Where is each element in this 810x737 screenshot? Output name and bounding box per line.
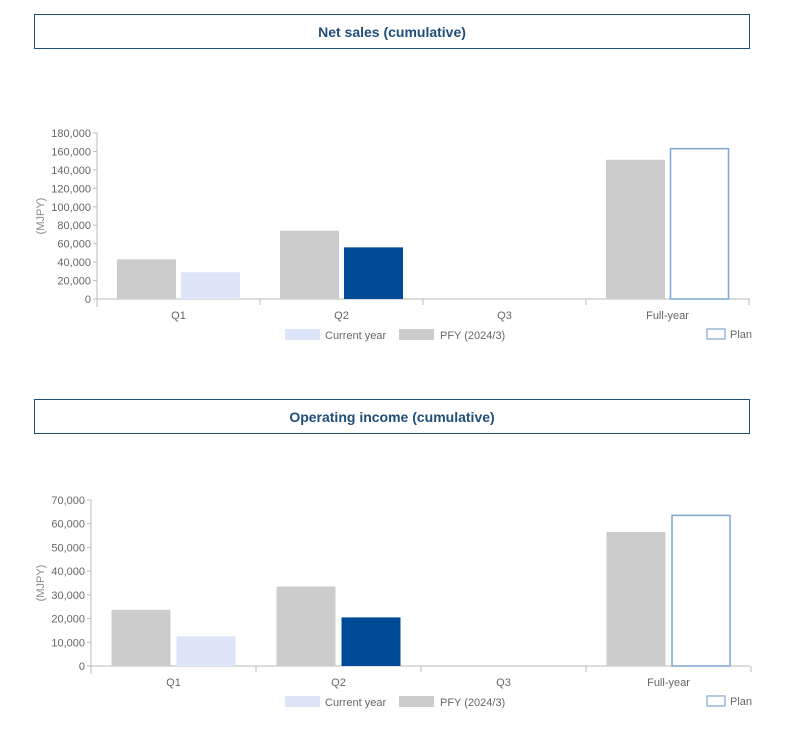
legend-pfy-swatch [399, 329, 434, 340]
x-tick-label: Q1 [166, 677, 181, 689]
y-tick-label: 50,000 [51, 542, 85, 554]
net-sales-title: Net sales (cumulative) [34, 14, 750, 49]
y-tick-label: 60,000 [51, 519, 85, 531]
x-tick-label: Q2 [334, 310, 349, 322]
legend-current-swatch [285, 329, 320, 340]
bar-pfy [606, 532, 666, 666]
x-tick-label: Q3 [496, 677, 511, 689]
bar-pfy [606, 159, 665, 299]
bar-plan [669, 147, 730, 300]
y-tick-label: 180,000 [51, 128, 91, 140]
x-tick-label: Q2 [331, 677, 346, 689]
bar-pfy [276, 586, 336, 666]
y-tick-label: 60,000 [57, 239, 91, 251]
y-tick-label: 40,000 [57, 257, 91, 269]
y-axis-label: (MJPY) [35, 565, 47, 602]
x-tick-label: Full-year [646, 310, 689, 322]
y-tick-label: 20,000 [51, 614, 85, 626]
legend-pfy-label: PFY (2024/3) [440, 697, 505, 709]
legend-pfy-label: PFY (2024/3) [440, 330, 505, 342]
bar-pfy [280, 230, 339, 299]
legend-current-label: Current year [325, 697, 386, 709]
bar-pfy [117, 259, 176, 299]
y-tick-label: 10,000 [51, 637, 85, 649]
legend-current-swatch [285, 696, 320, 707]
bar-current-year [176, 636, 236, 666]
net-sales-chart: 0 20,000 40,000 60,000 80,000 100,000 120,000 1… [35, 128, 752, 342]
x-tick-label: Full-year [647, 677, 690, 689]
bar-plan [671, 514, 731, 667]
y-tick-label: 120,000 [51, 183, 91, 195]
y-axis-label: (MJPY) [35, 198, 47, 235]
y-tick-label: 0 [79, 661, 85, 673]
legend-plan-label: Plan [730, 696, 752, 708]
bar-current-year [341, 617, 401, 666]
y-tick-label: 40,000 [51, 566, 85, 578]
y-tick-label: 30,000 [51, 590, 85, 602]
legend-plan-swatch [706, 695, 726, 707]
legend-pfy-swatch [399, 696, 434, 707]
legend-plan-label: Plan [730, 329, 752, 341]
x-tick-label: Q1 [171, 310, 186, 322]
bar-pfy [111, 609, 171, 666]
operating-income-title: Operating income (cumulative) [34, 399, 750, 434]
bar-current-year [344, 247, 403, 299]
y-tick-label: 100,000 [51, 202, 91, 214]
operating-income-chart: 0 10,000 20,000 30,000 40,000 50,000 60,000 70,… [35, 495, 752, 709]
y-tick-label: 20,000 [57, 276, 91, 288]
y-tick-label: 70,000 [51, 495, 85, 507]
y-tick-label: 140,000 [51, 165, 91, 177]
x-tick-label: Q3 [497, 310, 512, 322]
legend-plan-swatch [706, 328, 726, 340]
y-tick-label: 160,000 [51, 146, 91, 158]
bar-current-year [181, 272, 240, 299]
y-tick-label: 80,000 [57, 220, 91, 232]
legend-current-label: Current year [325, 330, 386, 342]
y-tick-label: 0 [85, 294, 91, 306]
